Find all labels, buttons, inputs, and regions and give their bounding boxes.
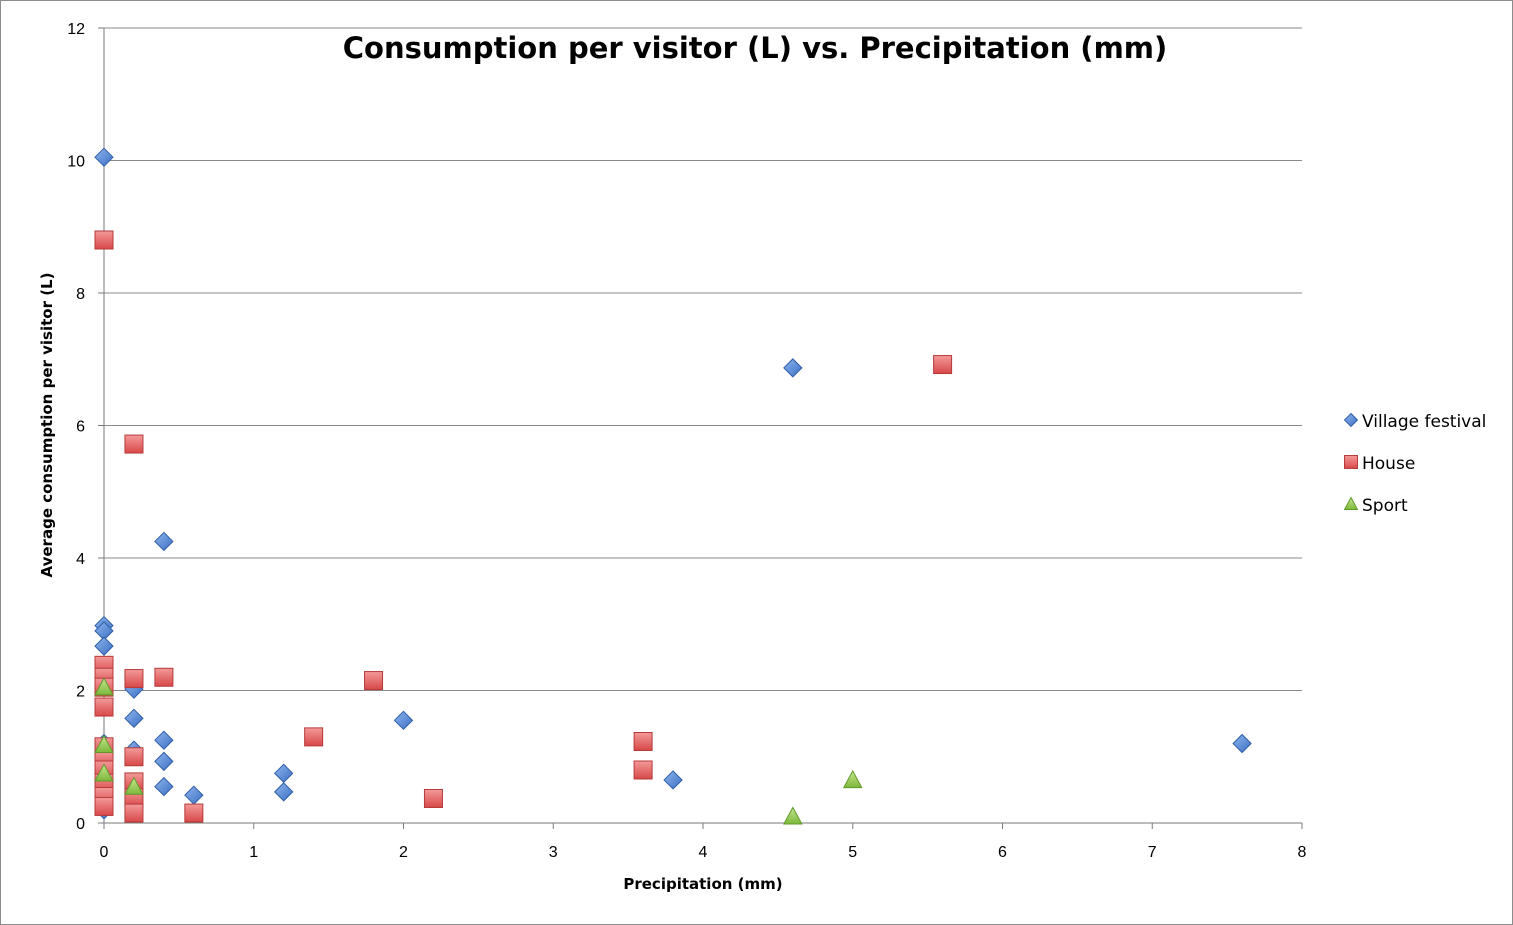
y-tick-label: 10 <box>67 154 85 171</box>
x-tick-label: 0 <box>100 844 109 861</box>
axes <box>98 27 1303 829</box>
square-point <box>364 671 384 691</box>
square-point <box>423 788 443 808</box>
x-tick-label: 3 <box>549 844 558 861</box>
series-square <box>94 230 953 823</box>
square-point <box>94 796 114 816</box>
legend-label: Village festival <box>1362 412 1486 432</box>
triangle-point <box>94 734 114 753</box>
triangle-point <box>94 763 114 782</box>
diamond-point <box>663 770 683 790</box>
diamond-point <box>154 531 174 552</box>
triangle-point <box>124 776 144 795</box>
x-tick-label: 4 <box>699 844 708 861</box>
series-triangle <box>94 677 863 825</box>
chart-title: Consumption per visitor (L) vs. Precipit… <box>343 31 1168 65</box>
triangle-point <box>842 769 863 789</box>
legend-label: Sport <box>1362 496 1408 516</box>
x-axis-title: Precipitation (mm) <box>623 875 782 893</box>
square-point <box>94 697 114 717</box>
x-tick-label: 1 <box>249 844 258 861</box>
square-point <box>124 747 144 767</box>
diamond-point <box>94 147 114 167</box>
diamond-point <box>783 358 803 378</box>
gridlines <box>104 27 1302 691</box>
legend-item: Village festival <box>1343 412 1486 432</box>
legend: Village festival House Sport <box>1343 412 1486 516</box>
x-tick-label: 5 <box>848 844 857 861</box>
x-tick-label: 7 <box>1148 844 1157 861</box>
y-tick-label: 0 <box>76 816 85 833</box>
diamond-point <box>184 785 204 805</box>
diamond-point <box>124 708 144 729</box>
square-point <box>124 669 144 689</box>
square-point <box>933 355 953 375</box>
legend-marker <box>1343 412 1359 428</box>
legend-label: House <box>1362 454 1415 474</box>
y-tick-label: 8 <box>76 286 85 303</box>
y-tick-label: 2 <box>76 684 85 701</box>
diamond-point <box>154 776 174 797</box>
y-tick-label: 4 <box>76 551 85 568</box>
y-tick-label: 12 <box>67 21 85 38</box>
square-point <box>633 760 653 780</box>
legend-item: House <box>1344 454 1415 474</box>
square-point <box>154 667 174 687</box>
square-point <box>124 434 144 454</box>
square-point <box>124 803 144 823</box>
square-point <box>184 803 204 823</box>
diamond-point <box>273 763 294 784</box>
legend-marker <box>1344 455 1358 469</box>
x-tick-label: 8 <box>1298 844 1307 861</box>
y-axis-title: Average consumption per visitor (L) <box>38 273 56 578</box>
square-point <box>633 732 653 752</box>
triangle-point <box>783 806 803 825</box>
diamond-point <box>154 730 174 750</box>
series-diamond <box>94 147 1252 820</box>
legend-item: Sport <box>1343 496 1408 516</box>
data-points <box>94 147 1252 825</box>
square-point <box>304 727 324 747</box>
triangle-point <box>94 677 114 696</box>
diamond-point <box>393 710 414 731</box>
diamond-point <box>154 751 174 772</box>
y-tick-labels: 0 2 4 6 8 10 12 <box>67 21 85 833</box>
square-point <box>94 230 114 250</box>
legend-marker <box>1343 496 1359 511</box>
diamond-point <box>94 636 114 656</box>
diamond-point <box>1232 733 1252 754</box>
x-tick-label: 2 <box>399 844 408 861</box>
diamond-point <box>273 782 294 802</box>
x-tick-label: 6 <box>998 844 1007 861</box>
y-tick-label: 6 <box>76 419 85 436</box>
x-tick-labels: 0 1 2 3 4 5 6 7 8 <box>100 844 1307 861</box>
